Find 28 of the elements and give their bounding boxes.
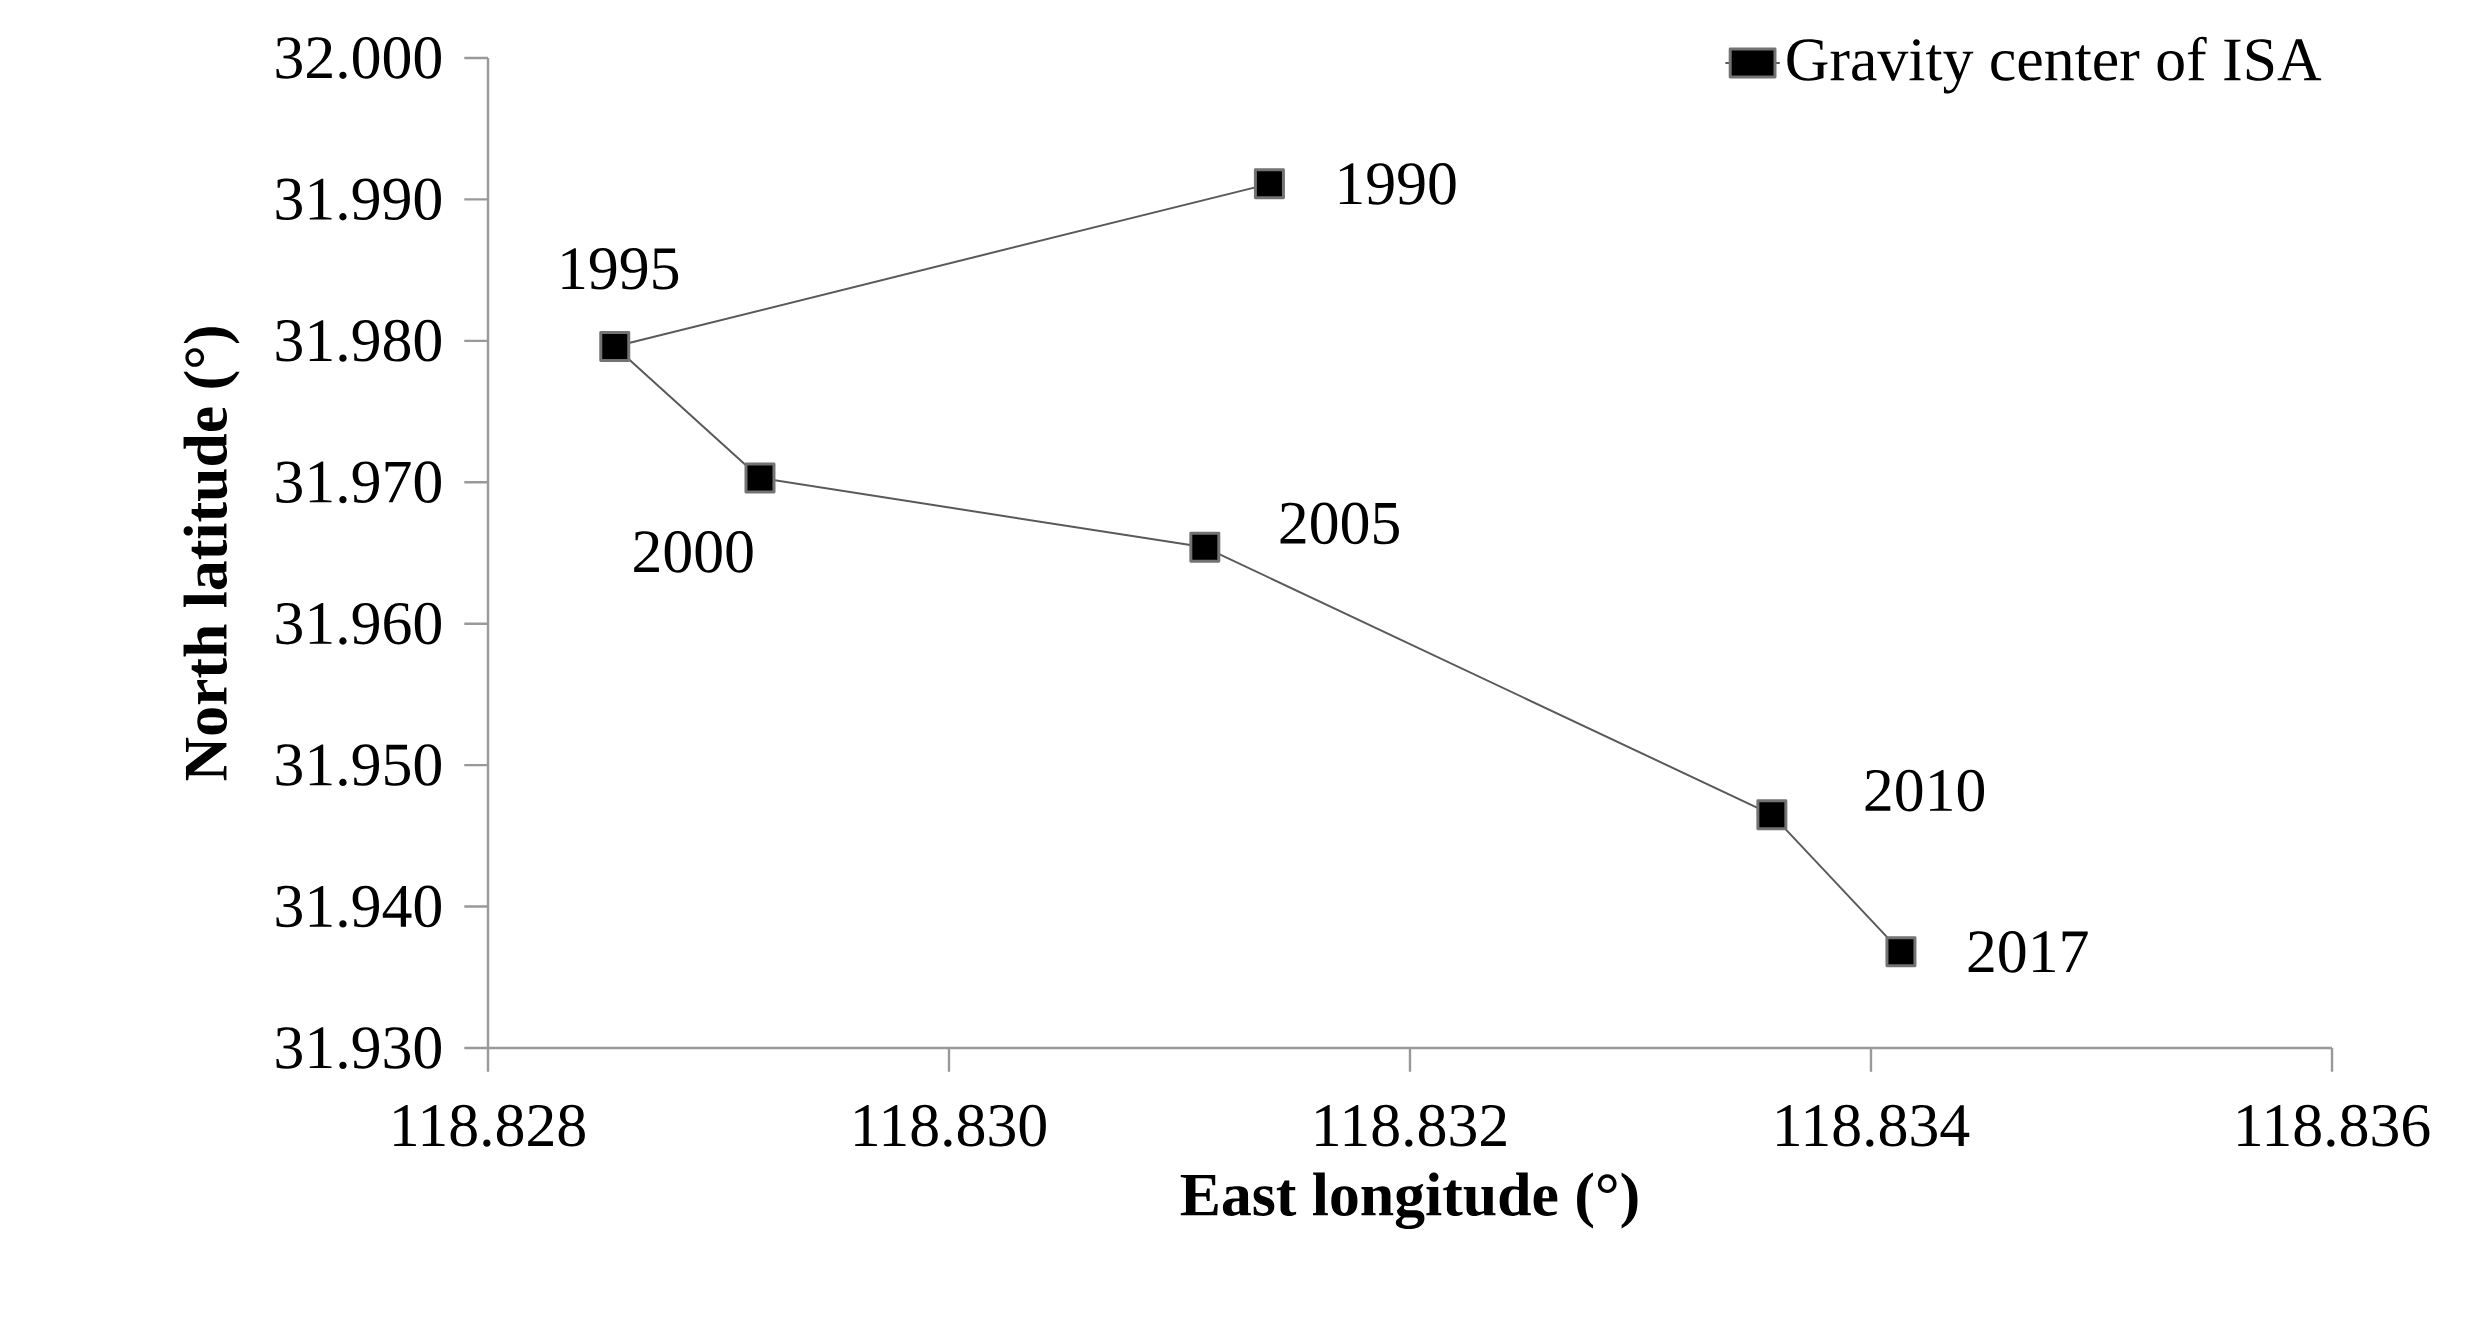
point [599, 331, 631, 362]
x-tick-label: 118.834 [1777, 1104, 1970, 1147]
y-tick-label: 32.000 [276, 36, 441, 79]
y-tick-label: 31.940 [276, 885, 441, 928]
legend-label: Gravity center of ISA [1787, 36, 2322, 94]
annotation: 2010 [1865, 769, 1985, 812]
y-tick-label: 31.950 [276, 744, 441, 787]
annotation: 2017 [1968, 930, 2088, 973]
annotation: 1995 [562, 248, 679, 290]
y-tick-label: 31.990 [276, 178, 441, 221]
x-axis-title: East longitude (°) [1180, 1172, 1638, 1229]
y-axis-title: North latitude (°) [183, 327, 240, 781]
point [744, 462, 776, 494]
x-tick-label: 118.828 [394, 1104, 585, 1147]
y-tick-label: 31.960 [276, 602, 441, 645]
x-tick-label: 118.830 [855, 1104, 1046, 1147]
point [1885, 936, 1917, 968]
point [1189, 531, 1221, 563]
annotation: 2000 [634, 531, 753, 573]
annotation: 2005 [1280, 502, 1399, 545]
y-tick-label: 31.930 [276, 1027, 441, 1069]
point [1756, 799, 1788, 831]
y-tick-label: 31.980 [276, 319, 441, 362]
annotation: 1990 [1339, 163, 1456, 205]
y-tick-label: 31.970 [276, 461, 441, 504]
x-tick-label: 118.832 [1316, 1104, 1506, 1147]
x-tick-label: 118.836 [2238, 1104, 2430, 1147]
point [1253, 168, 1285, 200]
